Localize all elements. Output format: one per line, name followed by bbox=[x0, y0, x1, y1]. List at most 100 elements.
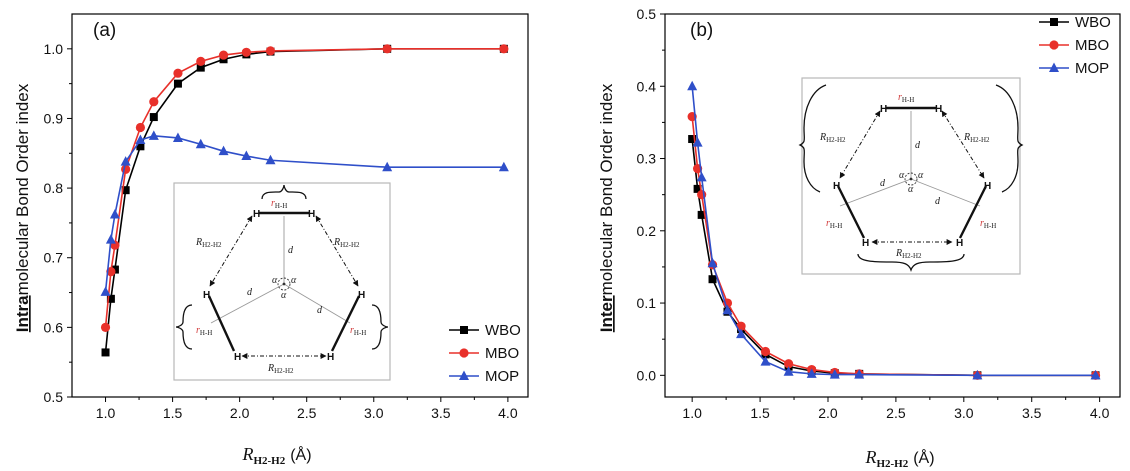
x-axis-label-unit-a: (Å) bbox=[290, 445, 311, 464]
point-a-mbo-4 bbox=[135, 122, 145, 133]
point-b-mop-6 bbox=[760, 356, 771, 366]
d-label-b-3: d bbox=[935, 196, 941, 207]
plot-area-b bbox=[664, 13, 1121, 398]
point-b-mbo-7 bbox=[783, 359, 794, 369]
point-a-mbo-9 bbox=[241, 47, 251, 57]
point-a-mbo-7 bbox=[196, 56, 206, 66]
point-b-wbo-3 bbox=[708, 275, 717, 284]
legend-label-a-0: WBO bbox=[485, 322, 521, 339]
R-label-a-3: RH2-H2 bbox=[267, 363, 294, 375]
legend-label-b-0: WBO bbox=[1075, 14, 1111, 31]
h-atom-a-6: H bbox=[327, 352, 334, 363]
y-axis-label-bold-a: Intra bbox=[13, 295, 32, 332]
series-b bbox=[687, 80, 1101, 380]
x-tick-label-a-6: 4.0 bbox=[498, 405, 518, 421]
h2-bond-right-a bbox=[330, 295, 361, 352]
panel-label-b: (b) bbox=[690, 20, 713, 41]
r-hh-label-b-3: rH-H bbox=[980, 218, 996, 230]
h-atom-b-6: H bbox=[956, 238, 963, 249]
x-axis-label-sub-b: H2-H2 bbox=[876, 458, 908, 470]
y-tick-label-b-3: 0.3 bbox=[637, 151, 657, 167]
d-label-b-2: d bbox=[880, 178, 886, 189]
legend-label-a-2: MOP bbox=[485, 368, 519, 385]
alpha-label-b-3: α bbox=[908, 184, 914, 195]
point-a-mop-10 bbox=[265, 154, 276, 165]
r-hh-label-a-2: rH-H bbox=[196, 325, 212, 337]
point-b-mop-12 bbox=[1090, 369, 1101, 380]
point-b-mop-9 bbox=[829, 369, 840, 379]
legend-marker-b-2 bbox=[1049, 62, 1059, 72]
y-tick-label-a-3: 0.8 bbox=[44, 180, 64, 196]
d-label-a-1: d bbox=[288, 245, 294, 256]
point-b-mop-10 bbox=[854, 369, 865, 379]
x-tick-label-a-4: 3.0 bbox=[364, 405, 384, 421]
point-a-wbo-3 bbox=[121, 186, 130, 195]
point-b-wbo-2 bbox=[697, 210, 706, 219]
point-a-wbo-0 bbox=[101, 348, 110, 357]
y-axis-label-a: Intramolecular Bond Order index bbox=[13, 83, 32, 332]
y-axis-label-rest-b: molecular Bond Order index bbox=[597, 83, 616, 295]
point-a-mop-8 bbox=[218, 145, 229, 156]
legend-label-a-1: MBO bbox=[485, 345, 519, 362]
x-axis-label-main-b: R bbox=[864, 447, 876, 467]
point-b-mop-11 bbox=[972, 369, 983, 380]
axis-ticks-a: 1.0 1.5 2.0 2.5 3.0 3.5 4.0 0.5 0.6 0.7 0.8 0.9 1.0 bbox=[44, 41, 518, 421]
r-hh-label-b-2: rH-H bbox=[826, 218, 842, 230]
inset-diagram-b: H H H H H H rH-H rH-H rH-H RH2-H2 RH2-H2… bbox=[798, 77, 1024, 275]
point-a-wbo-6 bbox=[173, 79, 182, 88]
alpha-label-b-1: α bbox=[899, 170, 905, 181]
legend-label-b-1: MBO bbox=[1075, 37, 1109, 54]
point-a-mop-4 bbox=[135, 134, 146, 145]
point-a-mop-5 bbox=[148, 130, 159, 140]
legend-marker-b-1 bbox=[1049, 40, 1059, 50]
alpha-label-a-2: α bbox=[291, 275, 297, 286]
legend-b: WBO MBO MOP bbox=[1039, 14, 1111, 77]
R-label-a-2: RH2-H2 bbox=[333, 237, 360, 249]
h-atom-b-5: H bbox=[862, 238, 869, 249]
x-tick-label-b-4: 3.0 bbox=[954, 405, 974, 421]
point-a-wbo-1 bbox=[106, 294, 115, 303]
point-a-mop-7 bbox=[195, 138, 206, 149]
plot-area-a bbox=[71, 13, 529, 398]
h-atom-a-5: H bbox=[234, 352, 241, 363]
h-atom-b-4: H bbox=[984, 181, 991, 192]
x-axis-label-b: RH2-H2 (Å) bbox=[864, 447, 934, 470]
axis-ticks-b: 1.0 1.5 2.0 2.5 3.0 3.5 4.0 0.0 0.1 0.2 0.3 0.4 0.5 bbox=[637, 6, 1110, 421]
y-axis-label-b: Intermolecular Bond Order index bbox=[597, 83, 616, 332]
point-a-mbo-0 bbox=[100, 322, 111, 332]
point-a-mop-6 bbox=[172, 132, 183, 142]
h-atom-a-2: H bbox=[308, 209, 315, 220]
x-tick-label-b-3: 2.5 bbox=[886, 405, 906, 421]
legend-marker-a-2 bbox=[459, 370, 469, 380]
point-b-mbo-6 bbox=[760, 346, 771, 357]
inset-diagram-a: H H H H H H rH-H rH-H rH-H RH2-H2 RH2-H2… bbox=[173, 182, 391, 381]
point-b-mop-0 bbox=[687, 80, 698, 91]
point-b-mop-1 bbox=[692, 137, 703, 147]
x-tick-label-b-0: 1.0 bbox=[682, 405, 702, 421]
R-label-b-1: RH2-H2 bbox=[819, 132, 846, 144]
y-tick-label-a-1: 0.6 bbox=[44, 319, 64, 335]
point-b-wbo-1 bbox=[693, 184, 702, 193]
y-tick-label-b-1: 0.1 bbox=[637, 295, 657, 311]
x-tick-label-b-6: 4.0 bbox=[1090, 405, 1110, 421]
x-axis-label-main-a: R bbox=[241, 444, 253, 464]
alpha-label-b-2: α bbox=[918, 170, 924, 181]
y-tick-label-a-5: 1.0 bbox=[44, 41, 64, 57]
R-label-b-3: RH2-H2 bbox=[895, 248, 922, 260]
h-atom-a-1: H bbox=[253, 209, 260, 220]
h2-bond-left-b bbox=[836, 185, 866, 239]
x-tick-label-a-5: 3.5 bbox=[431, 405, 451, 421]
h-atom-a-4: H bbox=[358, 290, 365, 301]
x-tick-label-a-2: 2.0 bbox=[230, 405, 250, 421]
point-a-mbo-6 bbox=[173, 68, 183, 78]
r-hh-label-a-3: rH-H bbox=[350, 325, 366, 337]
legend-label-b-2: MOP bbox=[1075, 60, 1109, 77]
y-tick-label-b-4: 0.4 bbox=[637, 78, 657, 94]
h-atom-b-1: H bbox=[880, 104, 887, 115]
point-b-mop-3 bbox=[707, 257, 718, 268]
center-marker-a bbox=[277, 277, 291, 291]
legend-marker-b-0 bbox=[1050, 18, 1058, 26]
x-tick-label-b-2: 2.0 bbox=[818, 405, 838, 421]
y-tick-label-a-0: 0.5 bbox=[44, 389, 64, 405]
point-a-mop-0 bbox=[100, 286, 111, 296]
